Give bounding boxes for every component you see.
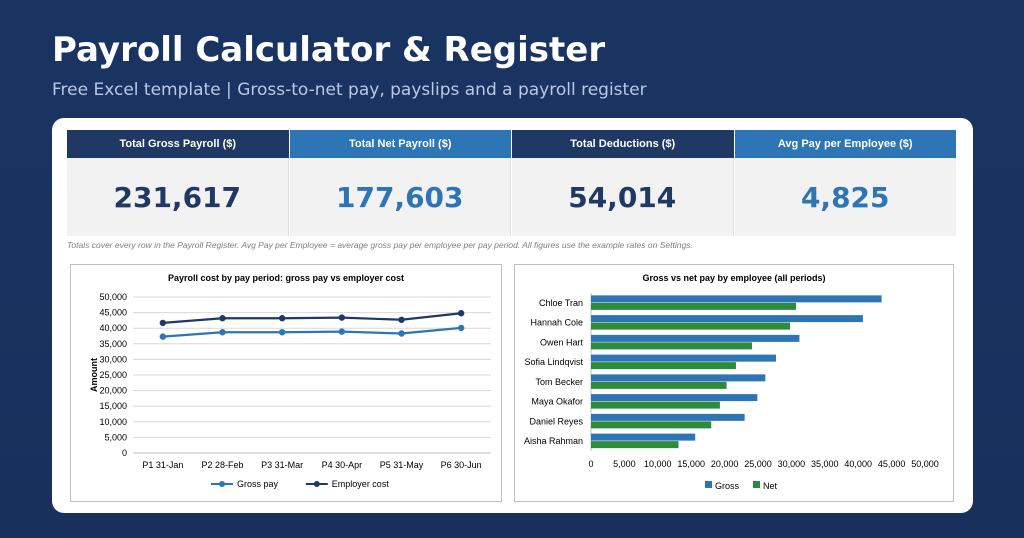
y-tick-label: Chloe Tran	[539, 298, 583, 308]
y-tick-label: Owen Hart	[540, 337, 584, 347]
x-tick-label: 40,000	[844, 459, 872, 469]
y-tick-label: 45,000	[99, 308, 127, 318]
x-tick-label: P1 31-Jan	[142, 460, 183, 470]
line-chart-frame[interactable]: Payroll cost by pay period: gross pay vs…	[70, 264, 502, 502]
kpi-strip: Total Gross Payroll ($) 231,617 Total Ne…	[67, 130, 956, 236]
y-tick-label: 20,000	[99, 386, 127, 396]
kpi-avg-pay: Avg Pay per Employee ($) 4,825	[734, 130, 956, 236]
bar-gross	[591, 374, 766, 382]
data-point	[398, 316, 405, 323]
chart-title: Payroll cost by pay period: gross pay vs…	[168, 273, 404, 283]
data-point	[457, 324, 465, 332]
line-chart: Payroll cost by pay period: gross pay vs…	[89, 273, 491, 489]
data-point	[159, 333, 167, 340]
y-tick-label: 30,000	[99, 354, 127, 364]
y-tick-label: Sofia Lindqvist	[524, 357, 583, 367]
legend-marker	[313, 481, 320, 487]
data-point	[159, 319, 167, 327]
kpi-value: 54,014	[512, 158, 734, 236]
bar-net	[591, 302, 797, 310]
x-tick-label: P6 30-Jun	[441, 460, 482, 470]
x-tick-label: 45,000	[878, 459, 906, 469]
y-tick-label: Tom Becker	[535, 377, 583, 387]
kpi-total-gross: Total Gross Payroll ($) 231,617	[67, 130, 290, 236]
y-tick-label: 25,000	[99, 370, 127, 380]
x-tick-label: P5 31-May	[380, 460, 424, 470]
kpi-footnote: Totals cover every row in the Payroll Re…	[67, 240, 693, 250]
x-tick-label: 50,000	[911, 459, 939, 469]
x-tick-label: 20,000	[711, 459, 739, 469]
kpi-total-net: Total Net Payroll ($) 177,603	[289, 130, 512, 236]
x-tick-label: 25,000	[744, 459, 772, 469]
kpi-value: 177,603	[289, 158, 511, 236]
series-line-gross-pay	[162, 326, 462, 338]
chart-title: Gross vs net pay by employee (all period…	[642, 273, 825, 283]
page-title: Payroll Calculator & Register	[52, 30, 606, 70]
x-tick-label: P3 31-Mar	[261, 460, 303, 470]
kpi-total-deductions: Total Deductions ($) 54,014	[512, 130, 735, 236]
dashboard-card: Total Gross Payroll ($) 231,617 Total Ne…	[52, 118, 973, 513]
page-subtitle: Free Excel template | Gross-to-net pay, …	[52, 80, 647, 100]
data-point	[278, 315, 286, 322]
bar-gross	[591, 413, 745, 421]
y-tick-label: Maya Okafor	[531, 397, 583, 407]
y-axis-label: Amount	[89, 358, 99, 392]
y-tick-label: 5,000	[104, 432, 127, 442]
legend-label: Employer cost	[332, 479, 390, 489]
bar-net	[591, 322, 791, 330]
x-tick-label: 10,000	[644, 459, 672, 469]
legend-marker	[219, 481, 225, 487]
legend-swatch	[705, 481, 712, 488]
bar-gross	[591, 295, 882, 303]
legend-swatch	[753, 481, 760, 488]
x-tick-label: 15,000	[677, 459, 705, 469]
kpi-value: 231,617	[67, 158, 289, 236]
y-tick-label: 50,000	[99, 292, 127, 302]
legend-label: Net	[763, 481, 778, 491]
bar-net	[591, 421, 712, 429]
bar-gross	[591, 433, 696, 441]
bar-gross	[591, 334, 800, 342]
x-tick-label: 5,000	[613, 459, 636, 469]
data-point	[219, 315, 226, 322]
bar-net	[591, 401, 720, 409]
data-point	[398, 330, 405, 337]
y-tick-label: 35,000	[99, 339, 127, 349]
x-tick-label: P4 30-Apr	[322, 460, 363, 470]
bar-gross	[591, 394, 758, 402]
bar-net	[591, 441, 679, 449]
bar-chart-frame[interactable]: Gross vs net pay by employee (all period…	[514, 264, 954, 502]
x-tick-label: 0	[588, 459, 593, 469]
kpi-label: Avg Pay per Employee ($)	[734, 130, 956, 158]
data-point	[278, 329, 286, 336]
series-line-employer-cost	[162, 312, 462, 324]
bar-gross	[591, 315, 863, 323]
y-tick-label: 0	[122, 448, 127, 458]
data-point	[338, 328, 346, 335]
bar-net	[591, 381, 727, 389]
bar-net	[591, 342, 752, 350]
legend-label: Gross	[715, 481, 740, 491]
data-point	[457, 310, 465, 317]
legend-label: Gross pay	[237, 479, 279, 489]
y-tick-label: Aisha Rahman	[524, 436, 583, 446]
y-tick-label: Hannah Cole	[530, 318, 583, 328]
data-point	[338, 314, 346, 321]
bar-chart: Gross vs net pay by employee (all period…	[524, 273, 939, 491]
x-tick-label: 35,000	[811, 459, 839, 469]
y-tick-label: 10,000	[99, 417, 127, 427]
kpi-label: Total Gross Payroll ($)	[67, 130, 289, 158]
y-tick-label: 15,000	[99, 401, 127, 411]
kpi-value: 4,825	[734, 158, 956, 236]
x-tick-label: P2 28-Feb	[201, 460, 243, 470]
data-point	[219, 329, 226, 336]
y-tick-label: 40,000	[99, 323, 127, 333]
y-tick-label: Daniel Reyes	[529, 416, 583, 426]
kpi-label: Total Net Payroll ($)	[289, 130, 511, 158]
bar-net	[591, 362, 736, 370]
kpi-label: Total Deductions ($)	[512, 130, 734, 158]
x-tick-label: 30,000	[778, 459, 806, 469]
bar-gross	[591, 354, 777, 362]
